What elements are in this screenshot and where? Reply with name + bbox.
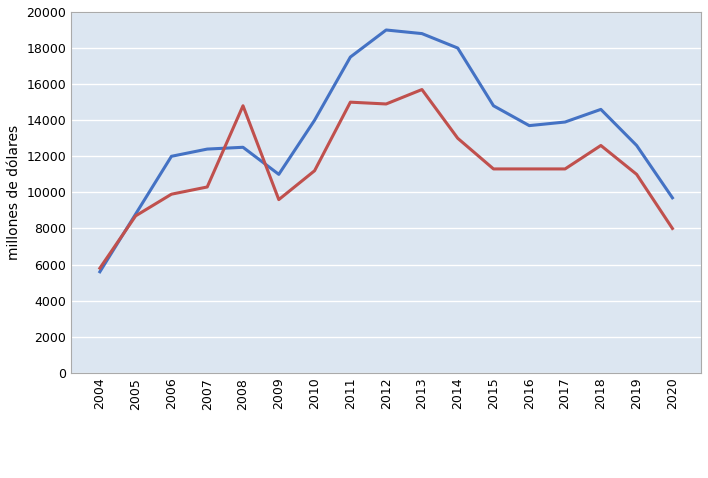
Exportaciones [346,54,355,60]
Exportaciones [239,144,247,150]
Importaciones [275,197,283,203]
Exportaciones [275,172,283,177]
Importaciones [203,184,212,190]
Exportaciones [525,123,534,129]
Exportaciones [632,142,641,148]
Exportaciones [418,31,426,36]
Importaciones [239,103,247,109]
Importaciones [346,99,355,105]
Importaciones [525,166,534,172]
Importaciones [310,168,319,174]
Y-axis label: millones de dólares: millones de dólares [7,125,21,260]
Importaciones [632,172,641,177]
Exportaciones [561,119,569,125]
Importaciones [489,166,498,172]
Exportaciones [453,45,462,51]
Exportaciones [382,27,390,33]
Exportaciones [489,103,498,109]
Exportaciones [668,195,677,201]
Line: Importaciones: Importaciones [100,89,673,268]
Importaciones [453,135,462,141]
Exportaciones [167,153,176,159]
Importaciones [382,101,390,107]
Exportaciones [310,117,319,123]
Exportaciones [132,211,140,217]
Line: Exportaciones: Exportaciones [100,30,673,272]
Exportaciones [597,107,605,112]
Importaciones [167,191,176,197]
Importaciones [597,142,605,148]
Exportaciones [96,269,104,275]
Importaciones [418,87,426,92]
Exportaciones [203,146,212,152]
Importaciones [96,265,104,271]
Importaciones [132,213,140,219]
Importaciones [668,226,677,231]
Importaciones [561,166,569,172]
